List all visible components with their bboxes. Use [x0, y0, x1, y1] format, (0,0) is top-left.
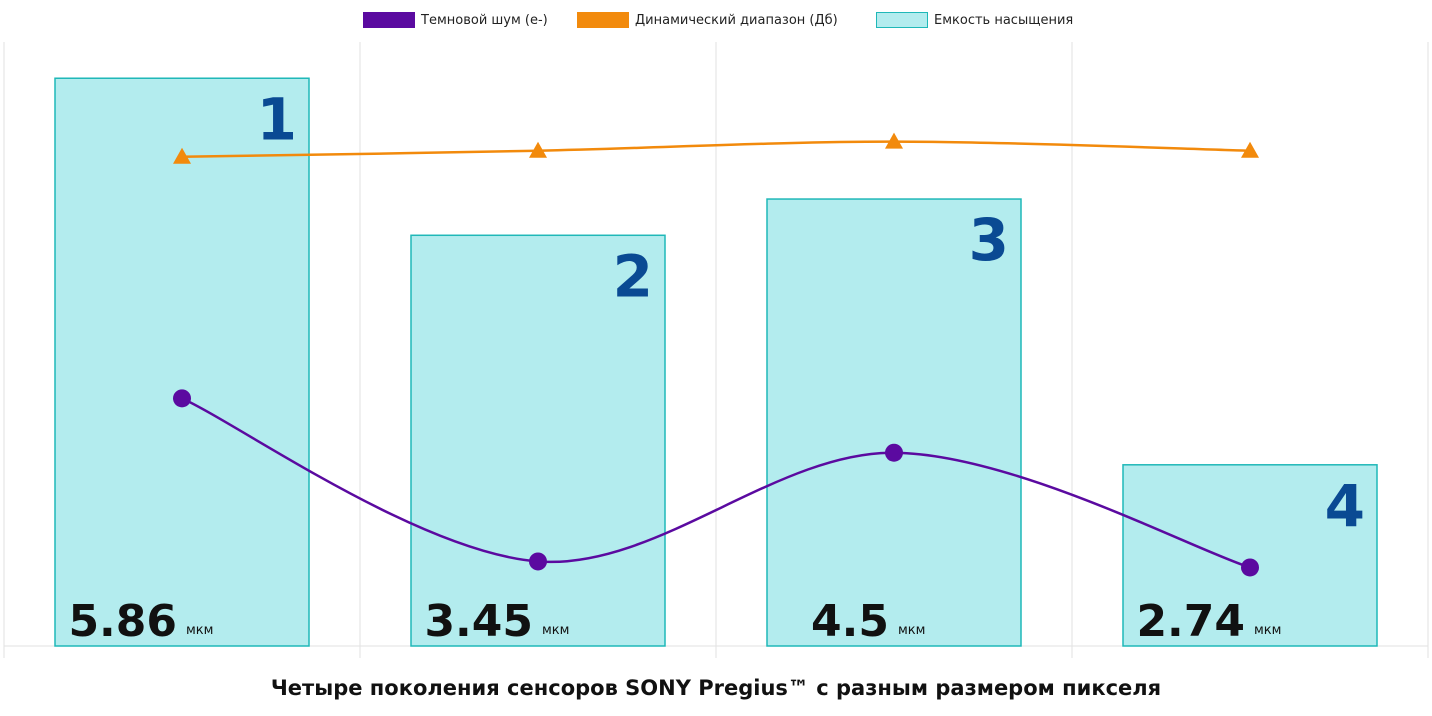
marker-dark-noise — [529, 552, 547, 571]
pixel-size-unit: мкм — [898, 623, 925, 638]
pixel-size-unit: мкм — [1254, 623, 1281, 638]
bar-saturation-capacity — [410, 234, 666, 647]
marker-dark-noise — [885, 443, 903, 462]
bar-saturation-capacity — [54, 77, 310, 647]
marker-dynamic-range — [529, 141, 547, 158]
legend-label-dark-noise: Темновой шум (е-) — [421, 12, 548, 28]
legend-label-dynamic-range: Динамический диапазон (Дб) — [635, 12, 838, 28]
legend-item-dynamic-range: Динамический диапазон (Дб) — [577, 8, 838, 32]
legend-swatch-saturation-capacity — [876, 12, 928, 28]
marker-dark-noise — [1241, 558, 1259, 577]
legend-swatch-dynamic-range — [577, 12, 629, 28]
generation-number-label: 4 — [1325, 472, 1365, 540]
bar-saturation-capacity — [766, 198, 1022, 647]
generation-number-label: 3 — [969, 206, 1009, 274]
marker-dynamic-range — [1241, 141, 1259, 158]
pixel-size-value: 2.74 — [1136, 596, 1245, 647]
pixel-size-value: 4.5 — [811, 596, 889, 647]
legend-item-saturation-capacity: Емкость насыщения — [876, 8, 1073, 32]
marker-dynamic-range — [885, 132, 903, 149]
legend-swatch-dark-noise — [363, 12, 415, 28]
bar-saturation-capacity — [1122, 464, 1378, 647]
chart-legend: Темновой шум (е-) Динамический диапазон … — [0, 8, 1432, 32]
line-dynamic-range — [181, 140, 1251, 159]
pixel-size-unit: мкм — [542, 623, 569, 638]
legend-item-dark-noise: Темновой шум (е-) — [363, 8, 548, 32]
chart-caption: Четыре поколения сенсоров SONY Pregius™ … — [270, 676, 1162, 700]
pixel-size-value: 3.45 — [424, 596, 533, 647]
marker-dark-noise — [173, 389, 191, 408]
pixel-size-value: 5.86 — [68, 596, 177, 647]
marker-dynamic-range — [173, 147, 191, 164]
generation-number-label: 1 — [257, 85, 297, 153]
legend-label-saturation-capacity: Емкость насыщения — [934, 12, 1074, 28]
line-dark-noise — [181, 397, 1251, 569]
generation-number-label: 2 — [613, 242, 653, 310]
pixel-size-unit: мкм — [186, 623, 213, 638]
